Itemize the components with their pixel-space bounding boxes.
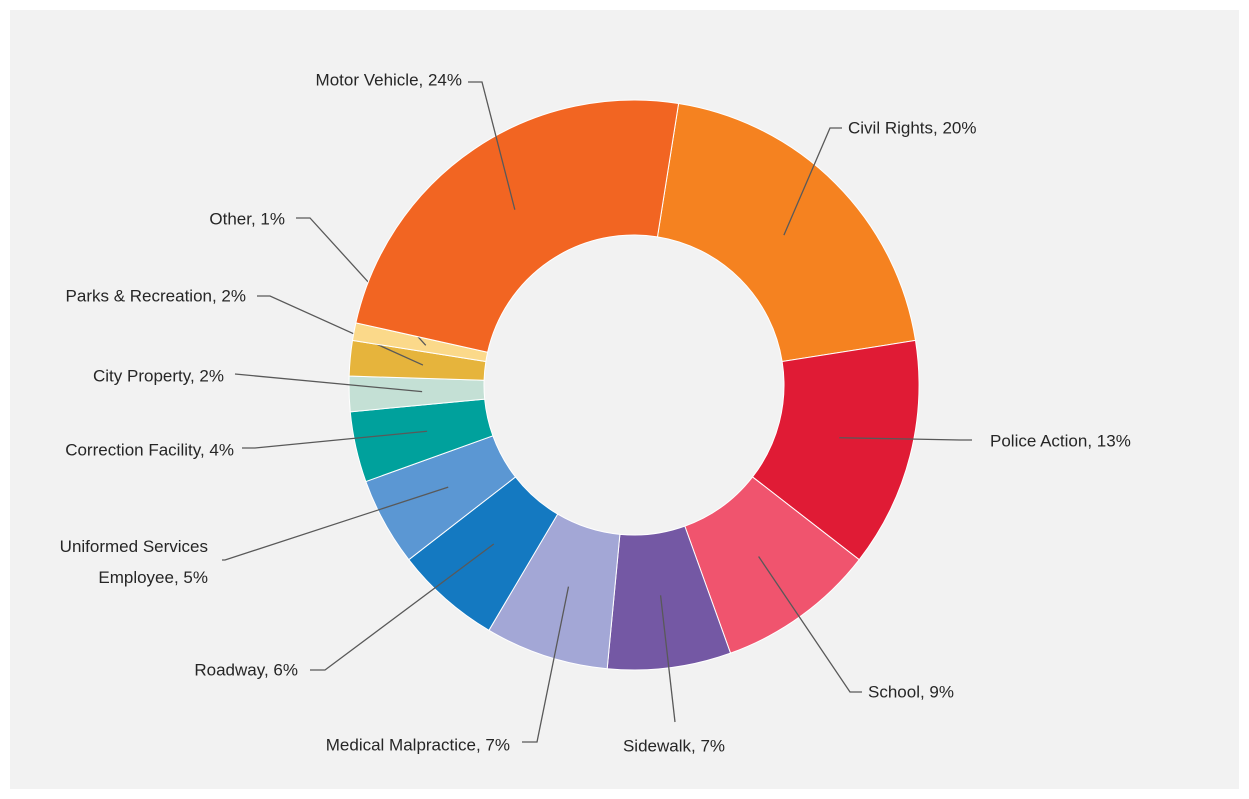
leader-line bbox=[242, 430, 428, 449]
data-label: Parks & Recreation, 2% bbox=[65, 286, 246, 306]
data-label: Police Action, 13% bbox=[990, 431, 1131, 451]
data-label: Motor Vehicle, 24% bbox=[315, 70, 462, 90]
donut-slice: Motor Vehicle bbox=[355, 99, 680, 353]
leader-line bbox=[234, 373, 423, 393]
data-label: Correction Facility, 4% bbox=[65, 440, 234, 460]
leader-line bbox=[468, 81, 516, 210]
data-label: Sidewalk, 7% bbox=[622, 736, 726, 756]
leader-line bbox=[522, 586, 570, 743]
data-label: Medical Malpractice, 7% bbox=[325, 735, 510, 755]
leader-line bbox=[310, 543, 495, 671]
data-label: Uniformed Services Employee, 5% bbox=[59, 537, 208, 587]
leader-line bbox=[659, 595, 676, 723]
data-label: School, 9% bbox=[868, 682, 954, 702]
leader-line bbox=[839, 437, 972, 441]
donut-slice: Civil Rights bbox=[656, 102, 917, 363]
data-label: Roadway, 6% bbox=[194, 660, 298, 680]
data-label: Other, 1% bbox=[209, 209, 285, 229]
leader-line bbox=[758, 556, 862, 693]
data-label: Civil Rights, 20% bbox=[848, 118, 977, 138]
data-label: City Property, 2% bbox=[92, 366, 224, 386]
leader-line bbox=[222, 486, 449, 561]
leader-line bbox=[783, 127, 842, 236]
